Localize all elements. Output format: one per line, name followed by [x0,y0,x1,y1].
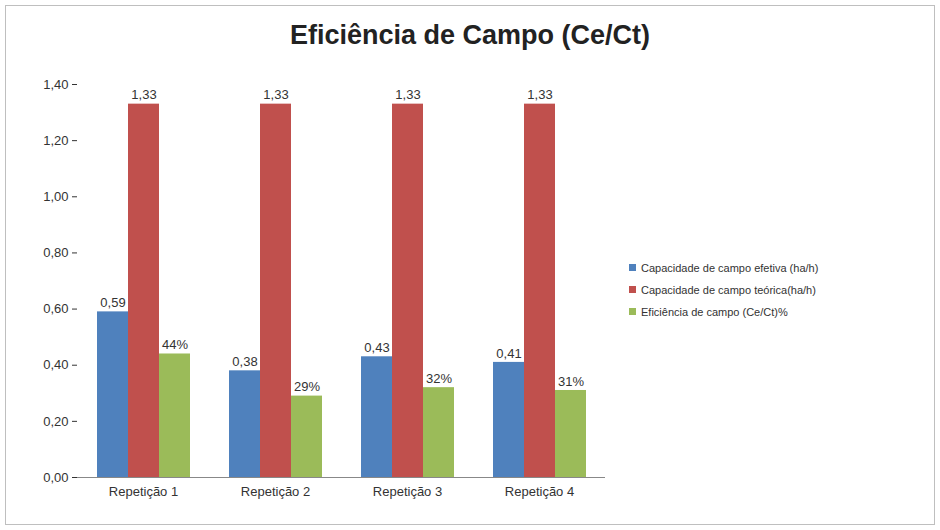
html-text:Capacidade de campo teórica(ha: Capacidade de campo teórica(ha/h) [641,283,816,296]
svg-text:Repetição 1: Repetição 1 [109,484,178,499]
svg-text:1,20: 1,20 [43,133,68,148]
svg-text:0,43: 0,43 [364,340,389,355]
svg-text:0,00: 0,00 [43,470,68,485]
svg-text:0,40: 0,40 [43,357,68,372]
svg-text:1,33: 1,33 [395,87,420,102]
svg-text:1,40: 1,40 [43,77,68,92]
svg-text:44%: 44% [162,337,188,352]
svg-text:0,80: 0,80 [43,245,68,260]
html-text:Eficiência de campo (Ce/Ct)%: Eficiência de campo (Ce/Ct)% [641,305,788,318]
svg-text:29%: 29% [294,379,320,394]
svg-text:32%: 32% [426,371,452,386]
svg-text:Repetição 2: Repetição 2 [241,484,310,499]
svg-text:0,60: 0,60 [43,301,68,316]
svg-text:0,38: 0,38 [232,354,257,369]
svg-text:0,20: 0,20 [43,414,68,429]
svg-text:0,41: 0,41 [496,346,521,361]
svg-text:Repetição 4: Repetição 4 [505,484,574,499]
svg-text:1,00: 1,00 [43,189,68,204]
svg-text:Repetição 3: Repetição 3 [373,484,442,499]
svg-text:1,33: 1,33 [131,87,156,102]
svg-text:1,33: 1,33 [263,87,288,102]
svg-text:1,33: 1,33 [527,87,552,102]
svg-text:31%: 31% [558,374,584,389]
svg-text:0,59: 0,59 [100,295,125,310]
html-text:Capacidade de campo efetiva (h: Capacidade de campo efetiva (ha/h) [641,261,819,274]
html-text:Eficiência de Campo (Ce/Ct): Eficiência de Campo (Ce/Ct) [290,20,650,50]
